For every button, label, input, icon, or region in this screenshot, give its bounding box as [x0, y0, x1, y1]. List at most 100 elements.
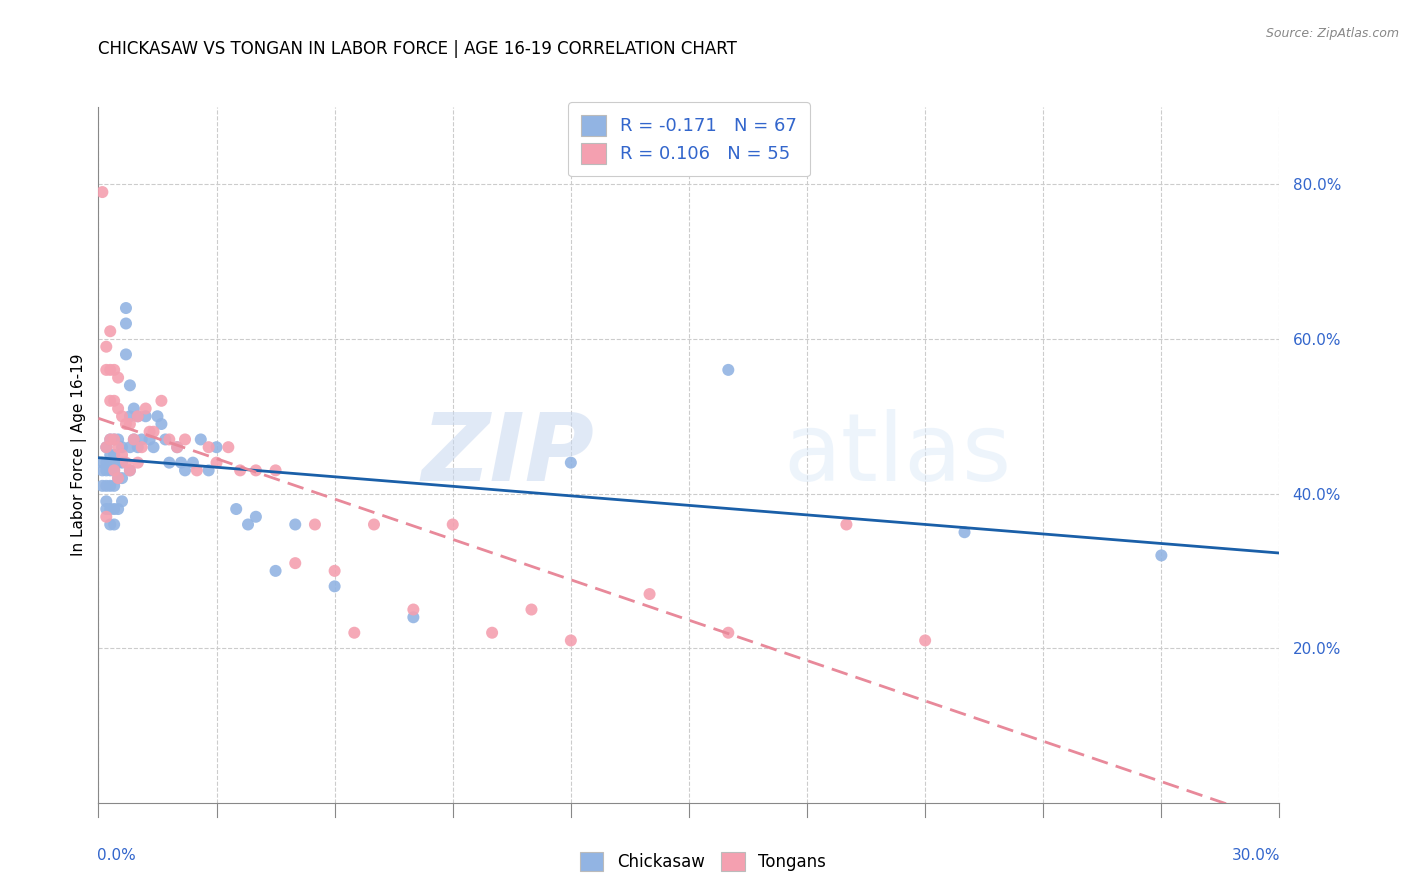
Point: [127, 456, 149, 470]
Point: [914, 633, 936, 648]
Point: [122, 433, 145, 447]
Point: [91, 479, 114, 493]
Point: [138, 425, 160, 439]
Point: [441, 517, 464, 532]
Point: [115, 317, 138, 331]
Legend: R = -0.171   N = 67, R = 0.106   N = 55: R = -0.171 N = 67, R = 0.106 N = 55: [568, 103, 810, 177]
Point: [138, 433, 160, 447]
Point: [835, 517, 858, 532]
Point: [96, 479, 118, 493]
Point: [142, 440, 165, 454]
Point: [245, 463, 267, 477]
Point: [98, 456, 121, 470]
Point: [284, 517, 307, 532]
Point: [96, 363, 118, 377]
Point: [115, 417, 138, 431]
Point: [98, 393, 121, 408]
Point: [103, 517, 125, 532]
Point: [103, 463, 125, 477]
Point: [402, 610, 425, 624]
Text: 30.0%: 30.0%: [1232, 848, 1281, 863]
Point: [98, 363, 121, 377]
Point: [157, 433, 180, 447]
Point: [205, 456, 228, 470]
Point: [91, 456, 114, 470]
Point: [166, 440, 188, 454]
Point: [225, 502, 247, 516]
Point: [150, 417, 173, 431]
Point: [103, 479, 125, 493]
Point: [118, 409, 141, 424]
Point: [118, 440, 141, 454]
Point: [98, 433, 121, 447]
Point: [197, 463, 219, 477]
Point: [107, 370, 129, 384]
Y-axis label: In Labor Force | Age 16-19: In Labor Force | Age 16-19: [72, 353, 87, 557]
Point: [107, 401, 129, 416]
Point: [190, 433, 212, 447]
Point: [638, 587, 661, 601]
Point: [131, 433, 153, 447]
Point: [135, 409, 157, 424]
Point: [118, 378, 141, 392]
Point: [304, 517, 326, 532]
Point: [953, 525, 976, 540]
Point: [157, 456, 180, 470]
Point: [323, 564, 346, 578]
Point: [174, 433, 197, 447]
Point: [98, 479, 121, 493]
Point: [111, 471, 134, 485]
Point: [103, 433, 125, 447]
Text: Source: ZipAtlas.com: Source: ZipAtlas.com: [1265, 27, 1399, 40]
Point: [155, 433, 177, 447]
Point: [103, 463, 125, 477]
Point: [131, 440, 153, 454]
Point: [115, 456, 138, 470]
Point: [181, 456, 204, 470]
Point: [111, 440, 134, 454]
Point: [96, 509, 118, 524]
Point: [98, 502, 121, 516]
Point: [107, 440, 129, 454]
Text: atlas: atlas: [783, 409, 1012, 501]
Point: [127, 409, 149, 424]
Point: [127, 409, 149, 424]
Point: [115, 301, 138, 315]
Point: [402, 602, 425, 616]
Point: [122, 401, 145, 416]
Point: [170, 456, 193, 470]
Point: [96, 440, 118, 454]
Point: [174, 463, 197, 477]
Text: 0.0%: 0.0%: [97, 848, 136, 863]
Point: [560, 456, 582, 470]
Text: ZIP: ZIP: [422, 409, 595, 501]
Point: [103, 393, 125, 408]
Point: [111, 456, 134, 470]
Point: [107, 433, 129, 447]
Point: [142, 425, 165, 439]
Point: [107, 471, 129, 485]
Point: [91, 463, 114, 477]
Point: [107, 471, 129, 485]
Point: [103, 363, 125, 377]
Point: [560, 633, 582, 648]
Point: [481, 625, 503, 640]
Point: [717, 625, 740, 640]
Point: [96, 463, 118, 477]
Point: [118, 463, 141, 477]
Point: [107, 502, 129, 516]
Point: [264, 463, 287, 477]
Point: [150, 393, 173, 408]
Point: [520, 602, 543, 616]
Point: [96, 502, 118, 516]
Point: [236, 517, 259, 532]
Point: [166, 440, 188, 454]
Point: [115, 347, 138, 361]
Point: [323, 579, 346, 593]
Point: [205, 440, 228, 454]
Point: [127, 440, 149, 454]
Point: [98, 433, 121, 447]
Point: [245, 509, 267, 524]
Point: [103, 448, 125, 462]
Point: [229, 463, 252, 477]
